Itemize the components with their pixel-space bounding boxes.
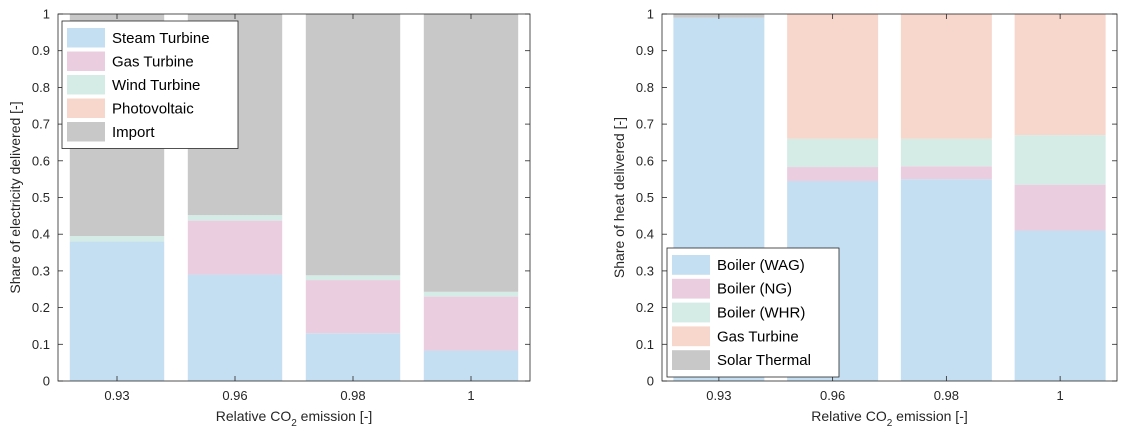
legend-swatch bbox=[672, 302, 710, 323]
y-tick-label: 0.1 bbox=[636, 337, 654, 352]
legend-entry: Boiler (WAG) bbox=[717, 257, 805, 274]
bar-segment bbox=[787, 167, 879, 181]
bar-segment bbox=[305, 280, 401, 334]
legend-swatch bbox=[672, 255, 710, 275]
bar-segment bbox=[187, 215, 283, 221]
y-tick-label: 0.3 bbox=[32, 263, 50, 278]
y-tick-label: 0.5 bbox=[32, 190, 50, 205]
legend-entry: Wind Turbine bbox=[112, 77, 200, 94]
legend-swatch bbox=[672, 326, 710, 347]
chart-1: 0 0.1 0.2 0.3 0.4 0.5 0.6 0.7 0.8 0.9 1 0.93 0.96 0.9… bbox=[7, 7, 531, 429]
legend: Steam Turbine Gas Turbine Wind Turbine Phot… bbox=[61, 20, 239, 149]
x-axis-label: Relative CO2 emission [-] bbox=[811, 408, 968, 429]
x-tick-label: 0.98 bbox=[934, 388, 959, 403]
legend-entry: Gas Turbine bbox=[112, 53, 194, 70]
bar-segment bbox=[69, 236, 165, 242]
legend-swatch bbox=[67, 28, 105, 48]
bar-segment bbox=[187, 274, 283, 381]
legend-swatch bbox=[67, 75, 105, 95]
y-tick-label: 0.8 bbox=[636, 80, 654, 95]
y-tick-label: 0.6 bbox=[636, 153, 654, 168]
bar-segment bbox=[900, 14, 992, 139]
bar-segment bbox=[900, 138, 992, 167]
y-tick-label: 0.8 bbox=[32, 80, 50, 95]
bar-segment bbox=[787, 138, 879, 168]
x-axis-label: Relative CO2 emission [-] bbox=[216, 408, 373, 429]
y-tick-label: 0.2 bbox=[636, 300, 654, 315]
bar-segment bbox=[187, 220, 283, 275]
y-tick-label: 0.1 bbox=[32, 337, 50, 352]
y-tick-label: 0.9 bbox=[636, 43, 654, 58]
legend-swatch bbox=[67, 51, 105, 71]
legend-swatch bbox=[67, 98, 105, 118]
legend-entry: Boiler (WHR) bbox=[717, 305, 805, 322]
y-tick-label: 1 bbox=[647, 7, 654, 22]
y-tick-label: 0 bbox=[647, 374, 654, 389]
bar-segment bbox=[423, 296, 519, 351]
bar-segment bbox=[305, 14, 401, 276]
bar-segment bbox=[900, 179, 992, 381]
bar-segment bbox=[423, 350, 519, 381]
y-tick-label: 0.9 bbox=[32, 43, 50, 58]
y-tick-label: 0.4 bbox=[32, 227, 50, 242]
x-tick-label: 1 bbox=[467, 388, 474, 403]
bar-segment bbox=[1014, 184, 1106, 231]
y-tick-label: 0.6 bbox=[32, 153, 50, 168]
y-tick-label: 0.7 bbox=[32, 117, 50, 132]
x-tick-label: 0.93 bbox=[706, 388, 731, 403]
bar-segment bbox=[305, 333, 401, 381]
legend: Boiler (WAG) Boiler (NG) Boiler (WHR) Gas T… bbox=[666, 247, 840, 378]
legend-entry: Gas Turbine bbox=[717, 328, 799, 345]
bar-segment bbox=[423, 14, 519, 292]
x-tick-label: 0.96 bbox=[222, 388, 247, 403]
bar-segment bbox=[787, 14, 879, 139]
y-axis-label: Share of electricity delivered [-] bbox=[7, 101, 23, 293]
x-tick-label: 1 bbox=[1057, 388, 1064, 403]
y-tick-label: 0.3 bbox=[636, 263, 654, 278]
bar-segment bbox=[69, 241, 165, 381]
bar-segment bbox=[900, 166, 992, 180]
legend-swatch bbox=[672, 278, 710, 299]
bar-segment bbox=[305, 275, 401, 281]
y-tick-label: 0.5 bbox=[636, 190, 654, 205]
bar-segment bbox=[1014, 230, 1106, 381]
bar-segment bbox=[1014, 135, 1106, 185]
y-tick-label: 0 bbox=[43, 374, 50, 389]
chart-2: 0 0.1 0.2 0.3 0.4 0.5 0.6 0.7 0.8 0.9 1 0.93 0.96 0.9… bbox=[611, 7, 1118, 429]
legend-swatch bbox=[67, 122, 105, 142]
x-tick-label: 0.98 bbox=[340, 388, 365, 403]
legend-entry: Photovoltaic bbox=[112, 100, 194, 117]
legend-swatch bbox=[672, 350, 710, 370]
x-tick-label: 0.93 bbox=[104, 388, 129, 403]
legend-entry: Import bbox=[112, 124, 155, 141]
y-tick-label: 1 bbox=[43, 7, 50, 22]
y-axis-label: Share of heat delivered [-] bbox=[611, 117, 627, 278]
legend-entry: Solar Thermal bbox=[717, 352, 811, 369]
legend-entry: Boiler (NG) bbox=[717, 281, 792, 298]
x-tick-label: 0.96 bbox=[820, 388, 845, 403]
y-tick-label: 0.2 bbox=[32, 300, 50, 315]
y-tick-label: 0.4 bbox=[636, 227, 654, 242]
y-tick-label: 0.7 bbox=[636, 117, 654, 132]
bar-segment bbox=[1014, 14, 1106, 136]
bar-segment bbox=[423, 291, 519, 297]
legend-entry: Steam Turbine bbox=[112, 30, 210, 47]
